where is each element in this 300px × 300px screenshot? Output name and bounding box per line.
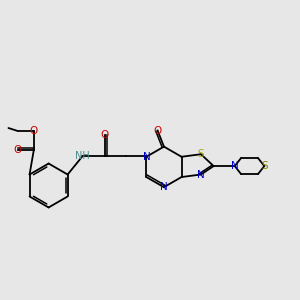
Text: O: O: [101, 130, 109, 140]
Text: S: S: [261, 161, 268, 171]
Text: N: N: [142, 152, 150, 162]
Text: S: S: [198, 149, 204, 159]
Text: O: O: [30, 126, 38, 136]
Text: N: N: [197, 169, 205, 179]
Text: N: N: [160, 182, 168, 192]
Text: NH: NH: [75, 151, 90, 161]
Text: O: O: [154, 126, 162, 136]
Text: O: O: [14, 145, 22, 155]
Text: N: N: [231, 161, 238, 171]
